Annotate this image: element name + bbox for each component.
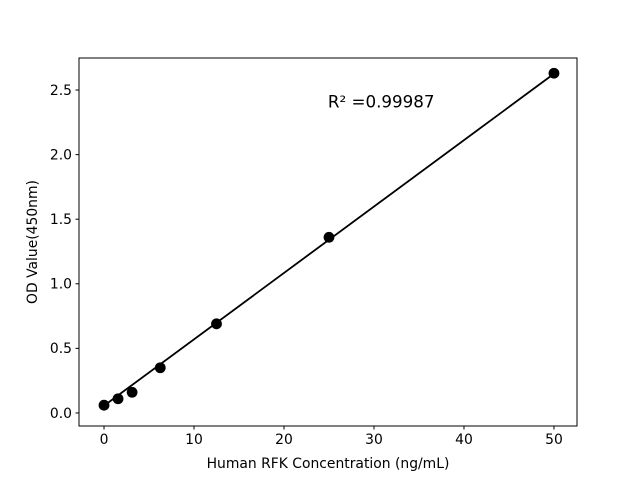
data-point [211, 318, 222, 330]
plot-frame [78, 57, 578, 427]
y-tick-label: 1.0 [50, 277, 72, 293]
x-tick-label: 50 [545, 432, 563, 448]
y-tick-label: 2.5 [50, 83, 72, 99]
y-axis-label: OD Value(450nm) [25, 180, 41, 304]
y-tick-label: 0.0 [50, 406, 72, 422]
x-tick-label: 40 [455, 432, 473, 448]
data-point [323, 231, 335, 243]
data-point [548, 67, 560, 79]
axis-ticks: 0 10 20 30 40 50 0.0 0.5 1.0 1.5 2.0 2.5 [50, 83, 563, 448]
x-tick-label: 20 [275, 432, 293, 448]
data-point [112, 393, 124, 405]
y-tick-label: 0.5 [50, 341, 72, 357]
r-squared-annotation: R² =0.99987 [328, 92, 435, 112]
x-tick-label: 30 [365, 432, 383, 448]
data-point [126, 386, 138, 398]
data-point [154, 362, 166, 374]
x-tick-label: 10 [185, 432, 203, 448]
x-tick-label: 0 [100, 432, 109, 448]
y-tick-label: 2.0 [50, 147, 72, 163]
scatter-points-layer [98, 67, 560, 411]
y-tick-label: 1.5 [50, 212, 72, 228]
x-axis-label: Human RFK Concentration (ng/mL) [207, 456, 450, 472]
data-point [98, 399, 110, 411]
